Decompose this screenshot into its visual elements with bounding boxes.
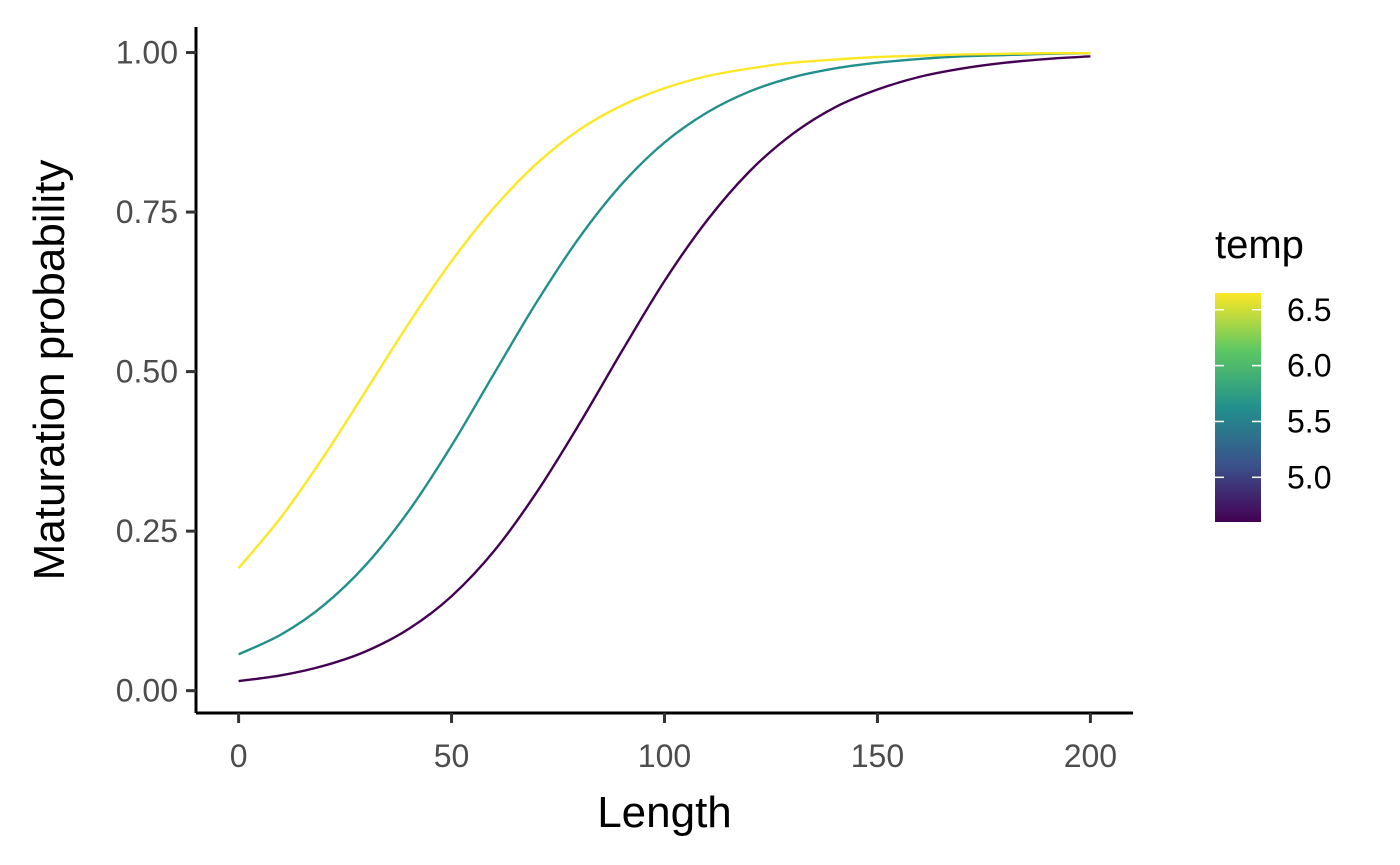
x-tick-label: 200	[1064, 738, 1117, 774]
legend-tick-label: 5.5	[1287, 403, 1331, 439]
series-layer	[237, 51, 1091, 683]
legend-title: temp	[1215, 223, 1304, 267]
legend-tick-label: 6.0	[1287, 348, 1331, 384]
legend-colorbar	[1215, 293, 1261, 522]
x-tick-label: 50	[434, 738, 470, 774]
x-axis-title: Length	[597, 788, 732, 837]
legend-ticks: 5.0 5.5 6.0 6.5	[1215, 292, 1331, 495]
x-tick-label: 0	[230, 738, 248, 774]
y-tick-label: 0.50	[116, 354, 178, 390]
y-tick-label: 0.25	[116, 513, 178, 549]
y-tick-label: 0.00	[116, 673, 178, 709]
series-line-3	[237, 51, 1091, 569]
y-tick-label: 0.75	[116, 194, 178, 230]
legend-tick-label: 6.5	[1287, 292, 1331, 328]
y-tick-label: 1.00	[116, 35, 178, 71]
series-line-2	[238, 51, 1091, 656]
legend-tick-label: 5.0	[1287, 459, 1331, 495]
series-line-1	[238, 55, 1091, 683]
y-axis-ticks: 0.00 0.25 0.50 0.75 1.00	[116, 35, 196, 709]
y-axis-title: Maturation probability	[25, 160, 74, 581]
x-tick-label: 100	[638, 738, 691, 774]
x-axis-ticks: 0 50 100 150 200	[230, 713, 1117, 774]
legend: temp 5.0 5.5 6.0 6.5	[1215, 223, 1331, 522]
x-tick-label: 150	[851, 738, 904, 774]
